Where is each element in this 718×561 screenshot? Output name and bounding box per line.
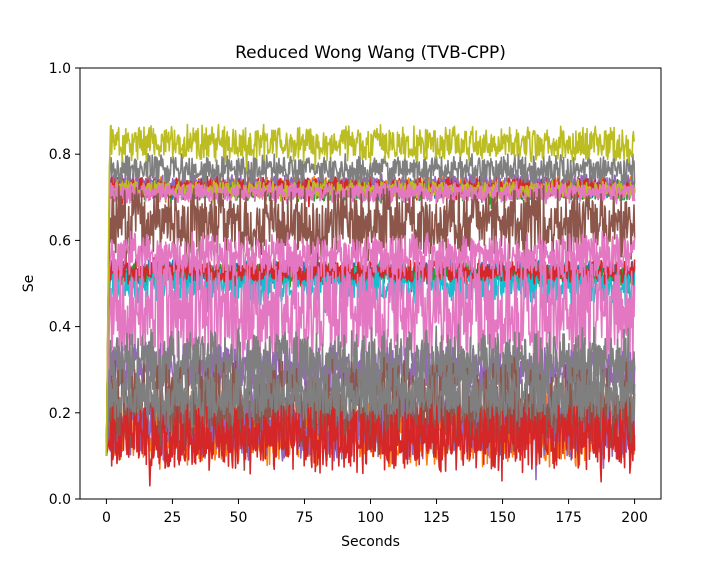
x-tick-label: 150	[489, 510, 516, 526]
x-axis: 0 25 50 75 100 125 150 175 200	[102, 499, 648, 526]
series-line-7	[105, 181, 636, 456]
series-line-22	[105, 152, 636, 456]
y-tick-label: 0.6	[49, 233, 71, 249]
x-tick-label: 25	[164, 510, 182, 526]
x-tick-label: 100	[357, 510, 384, 526]
y-tick-label: 0.0	[49, 492, 71, 508]
y-tick-label: 0.8	[49, 147, 71, 163]
x-axis-label: Seconds	[341, 534, 400, 550]
series-line-23	[105, 123, 636, 456]
series-line-20	[105, 361, 636, 456]
y-axis-label: Se	[21, 275, 37, 293]
series-line-13	[105, 230, 636, 456]
y-axis: 0.0 0.2 0.4 0.6 0.8 1.0	[49, 61, 80, 508]
x-tick-label: 0	[102, 510, 111, 526]
plot-lines	[105, 123, 636, 487]
series-line-21	[105, 402, 636, 487]
x-tick-label: 175	[555, 510, 582, 526]
chart-title: Reduced Wong Wang (TVB-CPP)	[235, 43, 506, 63]
y-tick-label: 0.4	[49, 320, 71, 336]
x-tick-label: 50	[230, 510, 248, 526]
series-line-8	[105, 185, 636, 456]
series-line-19	[105, 356, 636, 471]
y-tick-label: 0.2	[49, 406, 71, 422]
x-tick-label: 200	[621, 510, 648, 526]
x-tick-label: 75	[296, 510, 314, 526]
x-tick-label: 125	[423, 510, 450, 526]
y-tick-label: 1.0	[49, 61, 71, 77]
series-line-16	[105, 323, 636, 456]
